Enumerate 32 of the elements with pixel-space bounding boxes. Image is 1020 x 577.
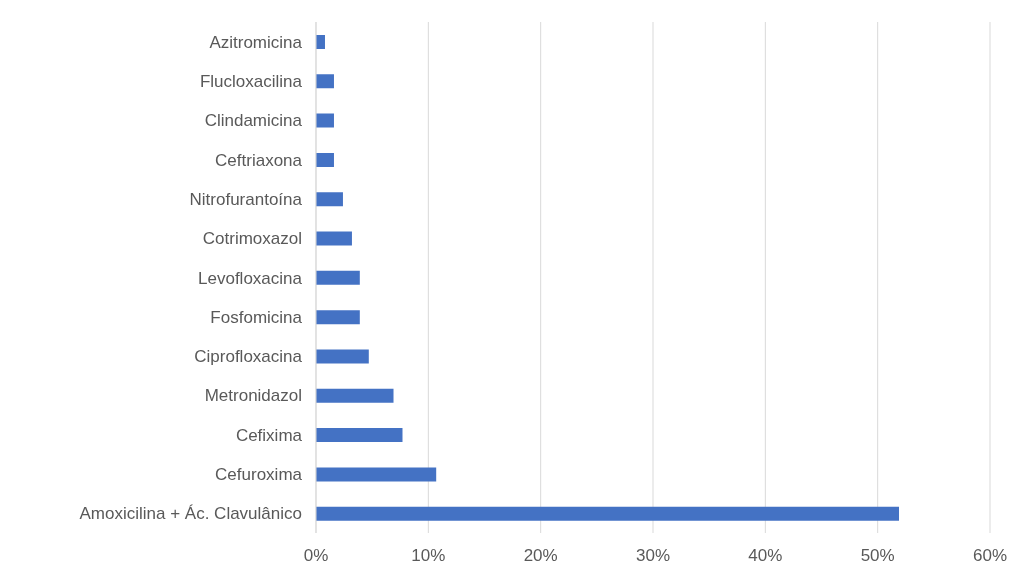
bar (316, 192, 343, 207)
y-tick-label: Levofloxacina (198, 268, 303, 288)
bar (316, 388, 394, 403)
bar (316, 506, 900, 521)
x-tick-label: 40% (748, 546, 783, 566)
bar (316, 270, 360, 285)
y-tick-label: Fosfomicina (210, 307, 303, 327)
bar (316, 428, 403, 443)
x-tick-label: 0% (303, 546, 329, 566)
x-tick-label: 10% (411, 546, 446, 566)
x-tick-label: 30% (635, 546, 671, 566)
y-tick-label: Cefuroxima (215, 465, 303, 485)
y-tick-label: Cotrimoxazol (202, 229, 302, 249)
bar (316, 152, 334, 167)
y-tick-label: Azitromicina (209, 32, 303, 52)
y-tick-label: Clindamicina (204, 111, 303, 131)
x-tick-label: 60% (972, 546, 1008, 566)
bar (316, 113, 334, 128)
y-tick-label: Nitrofurantoína (189, 189, 303, 209)
bar (316, 310, 360, 325)
bar (316, 231, 352, 246)
y-tick-label: Ciprofloxacina (194, 347, 303, 367)
y-tick-label: Ceftriaxona (215, 150, 303, 170)
x-tick-label: 20% (523, 546, 558, 566)
y-tick-label: Metronidazol (204, 386, 302, 406)
y-tick-label: Amoxicilina + Ác. Clavulânico (79, 504, 302, 524)
y-tick-label: Flucloxacilina (199, 72, 303, 91)
y-tick-label: Cefixima (235, 425, 303, 445)
bar (316, 74, 334, 89)
bar (316, 349, 369, 364)
x-tick-label: 50% (860, 546, 895, 566)
bar (316, 467, 437, 482)
